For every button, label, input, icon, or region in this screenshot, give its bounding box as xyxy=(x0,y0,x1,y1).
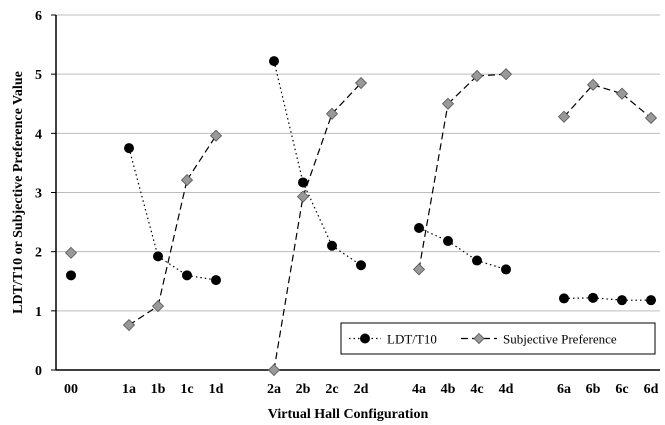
subjective-preference-point xyxy=(267,363,281,377)
series-line-ldt-t10 xyxy=(302,182,333,246)
subjective-preference-point xyxy=(325,107,339,120)
y-tick-label: 3 xyxy=(35,187,42,202)
ldt-t10-point xyxy=(211,275,221,286)
x-tick-label: 6d xyxy=(644,382,659,397)
y-tick-label: 0 xyxy=(35,364,42,379)
legend-label-ldt-t10: LDT/T10 xyxy=(387,332,437,347)
series-line-subjective-preference xyxy=(273,196,304,371)
series-line-subjective-preference xyxy=(592,84,623,95)
series-line-ldt-t10 xyxy=(476,259,507,270)
subjective-preference-point xyxy=(412,263,426,276)
subjective-preference-point xyxy=(64,246,78,259)
series-line-ldt-t10 xyxy=(331,245,362,266)
ldt-t10-point xyxy=(646,295,656,306)
y-axis-ticks: 0 1 2 3 4 5 6 xyxy=(35,9,56,379)
x-tick-label: 6b xyxy=(586,382,601,397)
subjective-preference-point xyxy=(499,68,513,81)
subjective-preference-point xyxy=(354,76,368,90)
ldt-t10-point xyxy=(124,143,134,154)
series-line-subjective-preference xyxy=(447,75,478,105)
series-line-ldt-t10 xyxy=(447,240,478,262)
y-tick-label: 4 xyxy=(35,127,42,142)
series-line-subjective-preference xyxy=(128,305,159,326)
y-tick-label: 5 xyxy=(35,68,42,83)
ldt-t10-point xyxy=(182,270,192,281)
ldt-t10-point xyxy=(443,236,453,247)
x-tick-label: 2c xyxy=(325,382,338,397)
subjective-preference-point xyxy=(296,190,310,203)
ldt-t10-point xyxy=(414,223,424,233)
x-tick-label: 1d xyxy=(209,382,224,397)
x-tick-label: 2b xyxy=(296,382,311,397)
series-line-subjective-preference xyxy=(186,135,217,181)
ldt-t10-point xyxy=(269,56,279,67)
x-tick-label: 4a xyxy=(412,382,426,397)
x-tick-label: 2d xyxy=(354,382,369,397)
x-tick-label: 6a xyxy=(557,382,571,397)
x-tick-label: 2a xyxy=(267,382,281,397)
subjective-preference-point xyxy=(557,110,571,123)
series-markers xyxy=(64,56,658,377)
subjective-preference-point xyxy=(644,111,658,125)
x-tick-label: 1c xyxy=(180,382,193,397)
ldt-t10-point xyxy=(588,292,598,303)
y-tick-label: 1 xyxy=(35,305,42,320)
legend-marker-subjective-preference xyxy=(473,332,485,345)
series-line-subjective-preference xyxy=(621,93,652,119)
y-tick-label: 6 xyxy=(35,9,42,24)
subjective-preference-point xyxy=(122,318,136,332)
legend: LDT/T10 Subjective Preference xyxy=(340,322,656,355)
ldt-t10-point xyxy=(356,260,366,271)
x-tick-label: 4c xyxy=(470,382,483,397)
subjective-preference-point xyxy=(586,78,600,91)
subjective-preference-point xyxy=(615,87,629,100)
subjective-preference-point xyxy=(441,97,455,110)
ldt-t10-point xyxy=(559,293,569,304)
subjective-preference-point xyxy=(209,129,223,142)
series-line-ldt-t10 xyxy=(157,255,188,276)
series-line-subjective-preference xyxy=(563,84,594,118)
series-line-ldt-t10 xyxy=(128,147,159,257)
series-line-subjective-preference xyxy=(157,179,188,307)
series-line-subjective-preference xyxy=(418,103,449,270)
series-line-ldt-t10 xyxy=(418,227,449,242)
y-axis-title: LDT/T10 or Subjective Preference Value xyxy=(11,71,26,314)
subjective-preference-point xyxy=(180,174,194,187)
ldt-t10-point xyxy=(298,177,308,188)
ldt-t10-point xyxy=(153,251,163,262)
x-axis-title: Virtual Hall Configuration xyxy=(268,407,429,422)
ldt-t10-point xyxy=(327,240,337,251)
y-tick-label: 2 xyxy=(35,246,42,261)
series-line-subjective-preference xyxy=(331,82,362,115)
x-tick-label: 1a xyxy=(122,382,136,397)
legend-box xyxy=(340,322,656,355)
x-tick-label: 00 xyxy=(64,382,78,397)
x-tick-label: 4b xyxy=(441,382,456,397)
x-tick-label: 1b xyxy=(151,382,166,397)
ldt-t10-point xyxy=(617,295,627,306)
ldt-t10-point xyxy=(66,270,76,281)
x-axis-ticks: 00 1a 1b 1c 1d 2a 2b 2c 2d 4a 4b 4c 4d 6a 6b 6c 6d xyxy=(64,382,659,397)
ldt-t10-point xyxy=(472,255,482,266)
ldt-t10-point xyxy=(501,264,511,275)
subjective-preference-point xyxy=(470,69,484,83)
legend-label-subjective-preference: Subjective Preference xyxy=(503,332,617,347)
series-line-ldt-t10 xyxy=(273,61,304,183)
legend-marker-ldt-t10 xyxy=(360,333,370,344)
x-tick-label: 6c xyxy=(615,382,628,397)
subjective-preference-point xyxy=(151,300,165,313)
x-tick-label: 4d xyxy=(499,382,514,397)
